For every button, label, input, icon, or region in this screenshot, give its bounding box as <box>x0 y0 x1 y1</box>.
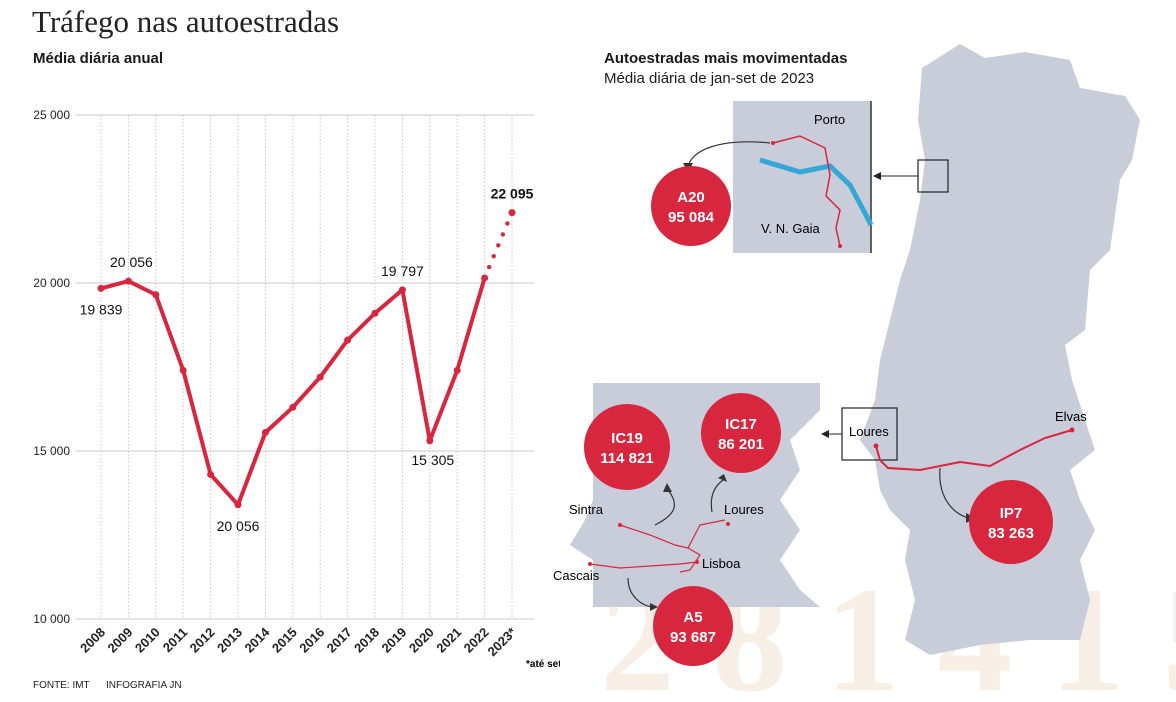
a5-route <box>589 561 698 569</box>
badge-a20-name: A20 <box>677 189 705 206</box>
data-point <box>453 366 461 374</box>
chart-subtitle: Média diária anual <box>33 50 164 67</box>
label-elvas: Elvas <box>1055 409 1087 424</box>
data-point <box>97 284 105 292</box>
badge-a20 <box>651 166 731 246</box>
label-porto: Porto <box>814 112 845 127</box>
data-point <box>371 309 379 317</box>
data-point <box>261 429 269 437</box>
data-label: 22 095 <box>491 186 534 202</box>
series-projection-dot <box>491 253 496 259</box>
a20-route <box>772 135 841 247</box>
map-title: Autoestradas mais movimentadas <box>604 50 848 67</box>
y-tick-label: 15 000 <box>33 444 70 458</box>
douro-river <box>759 157 874 227</box>
label-loures-map: Loures <box>849 424 889 439</box>
badge-ip7 <box>969 480 1053 564</box>
y-tick-label: 25 000 <box>33 108 70 122</box>
badge-ic17 <box>701 393 781 473</box>
label-lisboa: Lisboa <box>702 556 741 571</box>
chart-gridlines <box>75 114 534 620</box>
chart-data-labels: 19 839 20 056 20 056 19 797 15 305 22 095 <box>80 186 534 534</box>
badge-ic19 <box>584 404 670 490</box>
badge-ic19-name: IC19 <box>611 430 643 447</box>
badge-ip7-value: 83 263 <box>988 525 1034 542</box>
series-projection-dot <box>496 243 501 248</box>
y-tick-label: 10 000 <box>33 612 70 626</box>
data-point <box>234 501 242 509</box>
label-loures-inset: Loures <box>724 502 764 517</box>
data-point <box>398 286 406 294</box>
data-point <box>179 366 187 374</box>
porto-inset <box>733 101 871 253</box>
data-point <box>508 209 516 217</box>
data-label: 15 305 <box>411 452 454 468</box>
series-projection-dot <box>500 232 506 237</box>
data-point <box>316 373 324 381</box>
label-gaia: V. N. Gaia <box>761 221 821 236</box>
data-point <box>207 471 215 479</box>
byline-label: INFOGRAFIA JN <box>106 680 182 691</box>
badge-ip7-name: IP7 <box>1000 505 1023 522</box>
label-sintra: Sintra <box>569 502 604 517</box>
badge-ic17-name: IC17 <box>725 416 757 433</box>
data-label: 19 839 <box>80 301 123 317</box>
badge-ic19-value: 114 821 <box>600 450 653 467</box>
chart-series <box>97 209 516 509</box>
data-point <box>152 291 160 299</box>
data-point <box>344 336 352 344</box>
source-label: FONTE: IMT <box>33 680 90 691</box>
map-subtitle: Média diária de jan-set de 2023 <box>604 70 815 87</box>
chart-footnote: *até set. <box>526 659 560 670</box>
series-projection-dot <box>505 221 510 226</box>
badge-a20-value: 95 084 <box>668 209 715 226</box>
badge-ic17-value: 86 201 <box>718 436 764 453</box>
portugal-outline <box>860 44 1140 655</box>
data-point <box>289 403 297 411</box>
ip7-route <box>875 429 1073 472</box>
badge-a5-name: A5 <box>683 609 702 626</box>
data-point <box>481 274 489 282</box>
data-label: 20 056 <box>110 254 153 270</box>
y-tick-label: 20 000 <box>33 276 70 290</box>
series-projection-dot <box>486 264 492 270</box>
data-point <box>426 437 434 445</box>
data-label: 20 056 <box>217 518 260 534</box>
badge-a5 <box>653 586 733 666</box>
ic19-route <box>619 519 726 549</box>
a20-arrow <box>687 141 771 169</box>
page-title: Tráfego nas autoestradas <box>32 4 340 39</box>
badge-a5-value: 93 687 <box>670 629 716 646</box>
data-point <box>124 277 132 285</box>
data-label: 19 797 <box>381 263 424 279</box>
label-cascais: Cascais <box>553 568 600 583</box>
